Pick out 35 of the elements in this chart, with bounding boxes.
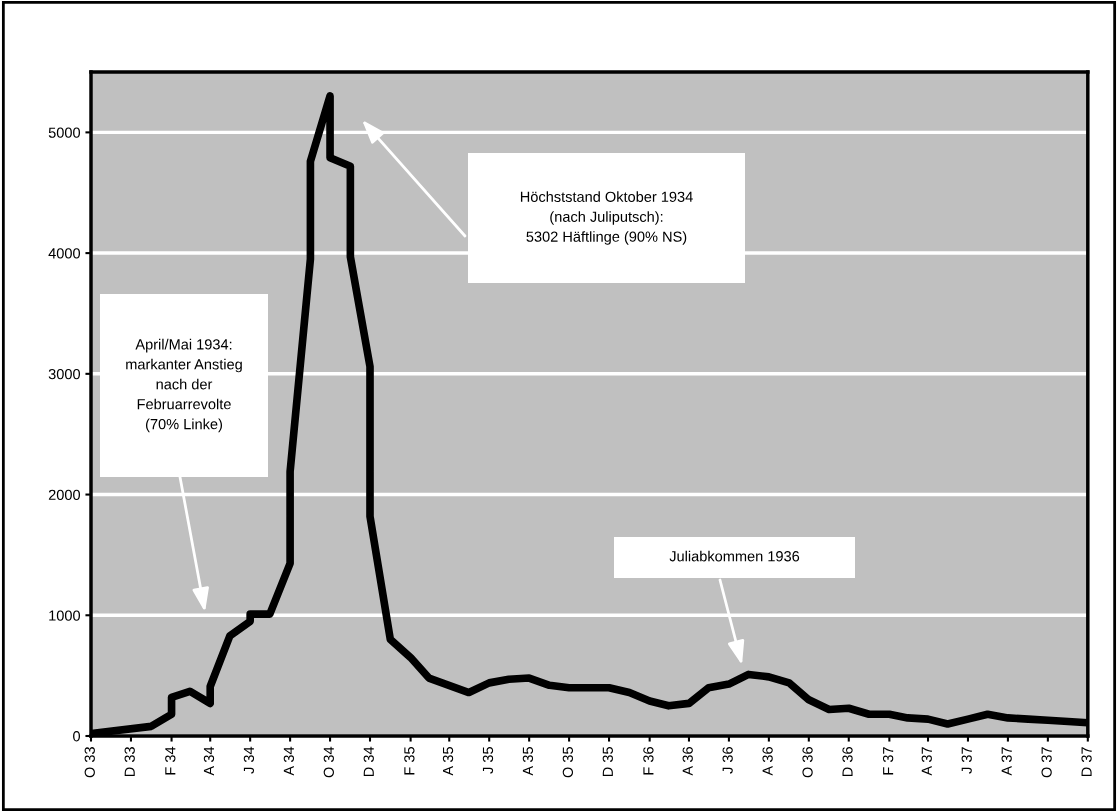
x-tick-label: D 37 [1081,747,1092,777]
x-tick-label: A 37 [921,747,932,776]
y-tick-label: 3000 [48,368,81,380]
x-tick-label: J 36 [722,747,733,774]
y-tick-label: 1000 [49,610,81,621]
annotation: Juliabkommen 1936 [669,550,800,562]
annotation: Höchststand Oktober 1934 (nach Juliputsch): 5302 Häftlinge (90% NS) [520,191,693,245]
x-tick-label: F 37 [882,747,894,775]
x-tick-label: D 33 [124,747,135,777]
x-tick-label: O 36 [802,747,813,778]
x-tick-label: F 35 [404,747,415,775]
x-tick-label: O 33 [84,747,95,778]
x-tick-label: A 37 [1001,747,1012,776]
x-tick-label: O 35 [562,747,574,778]
x-tick-label: J 34 [243,746,255,774]
x-tick-label: D 35 [602,747,613,777]
x-tick-label: F 36 [643,747,654,775]
x-tick-label: J 35 [482,747,494,774]
y-tick-label: 5000 [48,127,81,138]
x-tick-label: A 34 [203,746,215,776]
x-tick-label: A 35 [442,747,454,776]
x-tick-label: O 37 [1041,747,1052,778]
x-tick-label: F 34 [165,746,176,775]
x-tick-label: D 36 [842,747,853,777]
x-tick-label: A 36 [762,747,773,776]
x-tick-label: A 36 [682,747,693,776]
annotation: April/Mai 1934: markanter Anstieg nach der Februarrevolte (70% Linke) [126,338,242,433]
x-tick-label: A 34 [283,746,295,776]
y-tick-label: 0 [73,731,81,742]
x-tick-label: J 37 [961,747,972,774]
x-tick-label: O 34 [323,746,334,778]
x-tick-label: D 34 [363,746,374,777]
y-tick-label: 4000 [48,248,81,259]
x-tick-label: A 35 [522,747,534,776]
y-tick-label: 2000 [48,489,81,500]
